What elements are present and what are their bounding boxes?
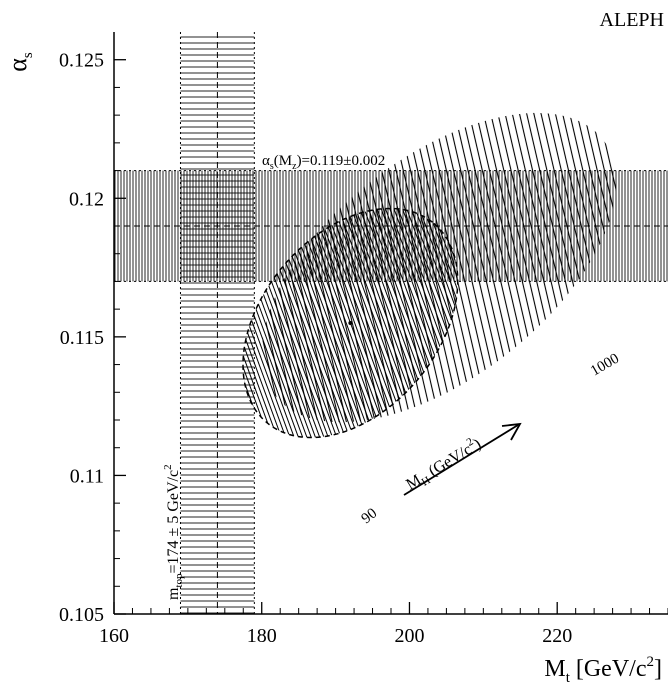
alpha-s-band-label: αs(Mz)=0.119±0.002 <box>262 153 385 172</box>
mtop-label-sub: top <box>173 573 185 588</box>
x-tick-label: 160 <box>99 625 129 647</box>
x-axis-label-main: M <box>544 656 565 682</box>
x-tick-label: 180 <box>247 625 277 647</box>
plot-area <box>114 32 668 614</box>
y-tick-label: 0.11 <box>70 465 104 487</box>
x-axis-label-rest: [GeV/c <box>570 656 647 682</box>
axis-ticks: 160 180 200 220 0.105 0.11 0.115 0.12 0.125 <box>59 50 668 647</box>
x-axis-label-end: ] <box>654 656 662 682</box>
x-axis-label-sub: t <box>566 670 571 686</box>
contour-label-1000: 1000 <box>588 351 622 380</box>
contour-mh-90-outline <box>242 207 459 439</box>
y-axis-label-main: α <box>3 58 32 72</box>
contour-label-90: 90 <box>359 505 381 527</box>
mtop-band-label: mtop=174 ± 5 GeV/c2 <box>162 464 185 600</box>
x-axis-label-sup: 2 <box>647 654 655 670</box>
y-tick-label: 0.12 <box>69 188 104 210</box>
alpha-s-label-pre: α <box>262 153 270 169</box>
y-tick-label: 0.125 <box>59 50 104 72</box>
higgs-label-post: (GeV/c <box>422 441 475 482</box>
higgs-arrow-label: MH (GeV/c2) <box>402 433 486 496</box>
alpha-s-label-sub2: z <box>292 161 297 172</box>
x-tick-label: 200 <box>394 625 424 647</box>
higgs-mass-arrow <box>403 422 522 496</box>
alpha-s-label-mid: (M <box>274 153 292 169</box>
mtop-label-pre: m <box>165 587 182 600</box>
y-axis-label: αs <box>3 52 36 72</box>
y-tick-label: 0.115 <box>60 327 104 349</box>
alpha-s-label-post: )=0.119±0.002 <box>297 153 386 169</box>
y-tick-label: 0.105 <box>59 604 104 626</box>
experiment-label: ALEPH <box>600 9 664 31</box>
alpha-s-label-sub1: s <box>270 161 274 172</box>
y-axis-label-sub: s <box>20 52 36 58</box>
mtop-label-post: =174 ± 5 GeV/c <box>165 470 182 574</box>
higgs-label-sup: 2 <box>465 436 476 449</box>
mtop-label-sup: 2 <box>162 464 174 470</box>
x-axis-label: Mt [GeV/c2] <box>544 654 662 686</box>
contour-center-marker <box>348 321 353 325</box>
x-tick-label: 220 <box>542 625 572 647</box>
